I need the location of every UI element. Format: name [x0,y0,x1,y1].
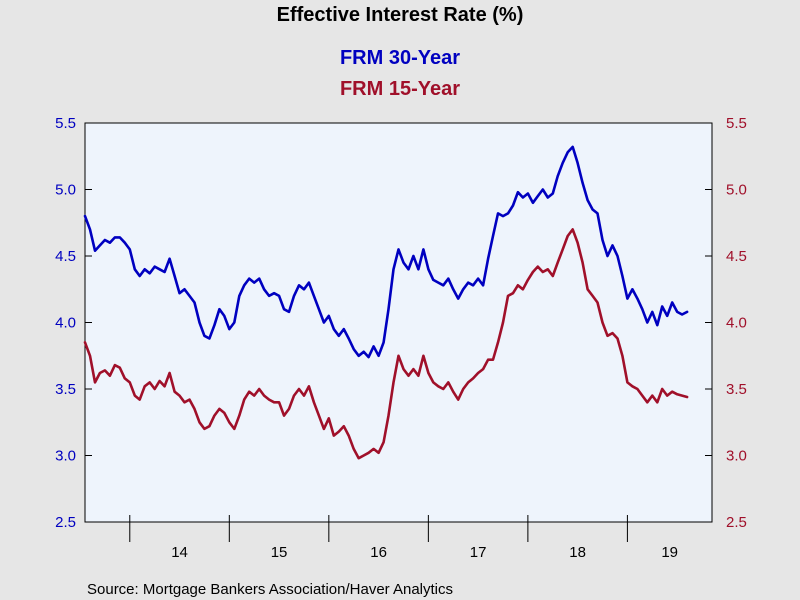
y-tick-label-right: 4.5 [726,248,747,265]
series-line-frm-30-year [83,145,689,359]
y-tick-label-left: 5.0 [55,182,76,199]
x-tick-label: 19 [661,544,678,561]
y-tick-label-right: 4.0 [726,315,747,332]
x-tick-label: 16 [370,544,387,561]
y-tick-label-left: 4.5 [55,248,76,265]
y-tick-label-left: 4.0 [55,315,76,332]
y-tick-label-right: 3.0 [726,448,747,465]
y-tick-label-left: 5.5 [55,115,76,132]
y-tick-label-right: 5.5 [726,115,747,132]
legend-series-2: FRM 15-Year [340,78,460,100]
y-axis-right-tick-labels: 2.5 3.0 3.5 4.0 4.5 5.0 5.5 [726,115,747,531]
y-tick-label-left: 3.5 [55,381,76,398]
source-note: Source: Mortgage Bankers Association/Hav… [87,581,453,598]
series-lines [83,145,689,460]
x-tick-label: 14 [171,544,188,561]
y-tick-label-right: 3.5 [726,381,747,398]
plot-area [84,122,713,523]
x-tick-label: 18 [569,544,586,561]
x-axis-ticks [129,515,628,542]
x-tick-label: 15 [271,544,288,561]
x-axis-tick-labels: 14 15 16 17 18 19 [171,544,678,561]
y-tick-label-left: 2.5 [55,514,76,531]
y-axis-left-tick-labels: 2.5 3.0 3.5 4.0 4.5 5.0 5.5 [55,115,76,531]
legend-series-1: FRM 30-Year [340,47,460,69]
y-tick-label-left: 3.0 [55,448,76,465]
x-tick-label: 17 [470,544,487,561]
chart-title: Effective Interest Rate (%) [277,4,524,26]
y-axis-ticks [85,122,712,523]
y-tick-label-right: 2.5 [726,514,747,531]
y-tick-label-right: 5.0 [726,182,747,199]
series-line-frm-15-year [83,228,689,460]
